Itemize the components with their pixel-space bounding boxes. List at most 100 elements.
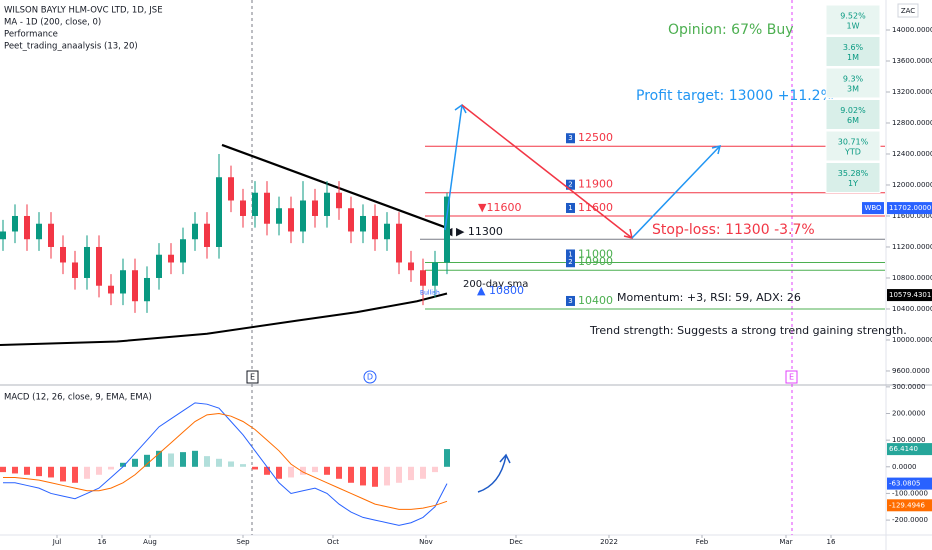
candle-body	[228, 177, 234, 201]
currency-box[interactable]	[897, 3, 919, 18]
macd-line	[3, 413, 448, 510]
performance-period: YTD	[844, 148, 861, 157]
performance-cell	[825, 4, 881, 36]
candle-body	[288, 208, 294, 232]
y-tick-label: 14000.0000	[892, 26, 932, 34]
histogram-bar	[36, 466, 42, 477]
currency: ZAC	[901, 7, 915, 15]
x-tick-label: 16	[98, 538, 107, 546]
histogram-bar	[168, 453, 174, 467]
y-tick-label: 10400.0000	[892, 305, 932, 313]
histogram-bar	[288, 466, 294, 478]
event-marker: E	[789, 373, 794, 382]
candle-body	[336, 192, 342, 209]
macd-tag-label: 66.4140	[889, 445, 918, 453]
candle-body	[60, 246, 66, 263]
performance-value: 3.6%	[843, 43, 864, 52]
event-marker: E	[250, 373, 255, 382]
event-circle[interactable]	[363, 370, 377, 384]
candle-body	[36, 223, 42, 240]
price-tag-label: 10579.4301	[889, 291, 931, 299]
candle-body	[372, 215, 378, 240]
candle-body	[84, 246, 90, 278]
candle-body	[168, 254, 174, 263]
performance-period: 1W	[847, 22, 860, 31]
performance-value: 35.28%	[838, 169, 869, 178]
candle-body	[312, 200, 318, 216]
level-label: 11000	[578, 247, 613, 260]
histogram-bar	[360, 466, 366, 486]
histogram-bar	[144, 454, 150, 467]
candle-body	[348, 208, 354, 232]
histogram-bar	[444, 449, 450, 467]
candle-body	[108, 285, 114, 294]
event-marker: D	[367, 373, 373, 382]
level-marker-box	[566, 295, 575, 306]
level-marker: 3	[568, 134, 572, 142]
candle-body	[156, 254, 162, 278]
level-marker: 2	[568, 258, 572, 266]
histogram-bar	[324, 466, 330, 475]
y-tick-label: 10000.0000	[892, 336, 932, 344]
price-tag	[887, 202, 932, 215]
level-label: 12500	[578, 131, 613, 144]
event-box[interactable]	[785, 370, 798, 384]
y-tick-label: 10800.0000	[892, 274, 932, 282]
histogram-bar	[192, 450, 198, 467]
event-box[interactable]	[246, 370, 259, 384]
x-tick-label: Dec	[509, 538, 523, 546]
performance-value: 9.02%	[840, 106, 866, 115]
candle-body	[264, 192, 270, 224]
sell-mark: ▼11600	[478, 201, 521, 214]
histogram-bar	[252, 466, 258, 470]
histogram-bar	[108, 466, 114, 470]
y-tick-label: 11200.0000	[892, 243, 932, 251]
histogram-bar	[336, 466, 342, 479]
performance-cell	[825, 130, 881, 162]
histogram-bar	[396, 466, 402, 483]
histogram-bar	[156, 450, 162, 467]
candle-body	[132, 270, 138, 302]
y-tick-label: 0.0000	[892, 463, 917, 471]
x-tick-label: Sep	[236, 538, 250, 546]
performance-cell	[825, 99, 881, 130]
performance-period: 3M	[847, 85, 859, 94]
histogram-bar	[264, 466, 270, 475]
profit-target: Profit target: 13000 +11.2%	[636, 88, 834, 104]
performance-cell	[825, 36, 881, 67]
y-tick-label: 11600.0000	[892, 212, 932, 220]
performance-value: 9.3%	[843, 75, 864, 84]
candle-body	[192, 223, 198, 240]
macd-tag-label: -63.0805	[889, 480, 920, 488]
level-marker-box	[566, 249, 575, 260]
histogram-bar	[276, 466, 282, 479]
stop-loss: Stop-loss: 11300 -3.7%	[652, 222, 815, 238]
performance-period: 6M	[847, 116, 859, 125]
performance-cell	[825, 67, 881, 99]
arrow	[444, 104, 463, 231]
level-marker-box	[566, 179, 575, 190]
histogram-bar	[384, 466, 390, 486]
bullish-mark: Bullish	[420, 290, 440, 297]
candle-body	[324, 192, 330, 216]
histogram-bar	[12, 466, 18, 474]
level-marker: 3	[568, 297, 572, 305]
candle-body	[48, 223, 54, 247]
histogram-bar	[420, 466, 426, 479]
level-marker-box	[566, 133, 575, 144]
trendline	[221, 143, 448, 229]
y-tick-label: 12800.0000	[892, 119, 932, 127]
y-tick-label: 9600.0000	[892, 367, 930, 375]
symbol-tag-label: WBO	[864, 204, 882, 212]
level-label: ◀ ▶ 11300	[444, 225, 503, 238]
arrow	[631, 145, 721, 239]
level-marker-box	[566, 257, 575, 268]
histogram-bar	[228, 461, 234, 467]
histogram-bar	[84, 466, 90, 479]
price-tag	[887, 289, 932, 302]
candle-body	[12, 215, 18, 232]
x-tick-label: Mar	[779, 538, 792, 546]
level-label: 10900	[578, 255, 613, 268]
